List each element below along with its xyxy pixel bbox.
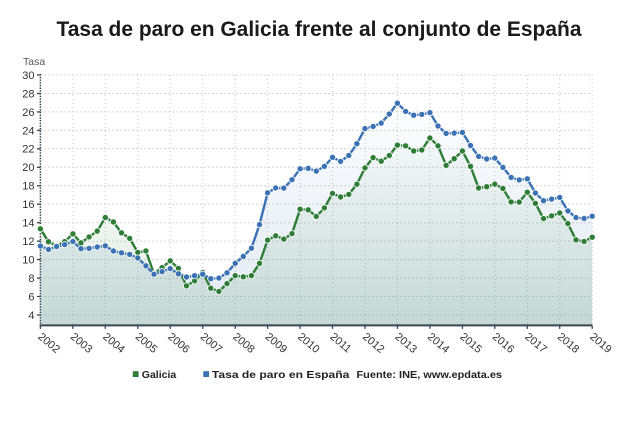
svg-text:Tasa de paro en Galicia frente: Tasa de paro en Galicia frente al conjun… xyxy=(57,18,582,41)
svg-text:20: 20 xyxy=(22,162,34,174)
svg-text:2015: 2015 xyxy=(457,331,483,356)
svg-text:28: 28 xyxy=(22,88,34,100)
svg-text:12: 12 xyxy=(22,236,34,248)
svg-text:Tasa de paro en España: Tasa de paro en España xyxy=(212,369,350,381)
svg-text:2012: 2012 xyxy=(360,331,386,356)
svg-text:10: 10 xyxy=(22,255,34,267)
svg-text:16: 16 xyxy=(22,199,34,211)
svg-text:2018: 2018 xyxy=(555,331,581,356)
svg-text:Fuente: INE, www.epdata.es: Fuente: INE, www.epdata.es xyxy=(357,369,503,381)
svg-text:2019: 2019 xyxy=(587,331,613,356)
svg-text:2010: 2010 xyxy=(295,331,321,356)
svg-text:8: 8 xyxy=(28,273,34,285)
svg-text:2004: 2004 xyxy=(100,331,126,356)
svg-text:2007: 2007 xyxy=(198,331,224,356)
svg-text:2003: 2003 xyxy=(68,331,94,356)
svg-text:Galicia: Galicia xyxy=(142,369,177,381)
svg-text:30: 30 xyxy=(22,70,34,82)
svg-text:22: 22 xyxy=(22,144,34,156)
svg-text:2011: 2011 xyxy=(328,331,354,355)
svg-text:2006: 2006 xyxy=(165,331,191,356)
svg-text:14: 14 xyxy=(22,218,34,230)
svg-text:26: 26 xyxy=(22,107,34,119)
svg-text:6: 6 xyxy=(28,291,34,303)
svg-text:18: 18 xyxy=(22,181,34,193)
svg-text:Tasa: Tasa xyxy=(23,56,45,68)
svg-text:4: 4 xyxy=(28,310,34,322)
svg-text:2017: 2017 xyxy=(522,331,548,356)
svg-text:2008: 2008 xyxy=(230,331,256,356)
svg-text:2005: 2005 xyxy=(133,331,159,356)
svg-text:2013: 2013 xyxy=(392,331,418,356)
svg-text:2016: 2016 xyxy=(490,331,516,356)
svg-text:24: 24 xyxy=(22,125,34,137)
svg-text:2002: 2002 xyxy=(35,331,61,356)
svg-text:2014: 2014 xyxy=(425,331,451,356)
svg-text:2009: 2009 xyxy=(263,331,289,356)
